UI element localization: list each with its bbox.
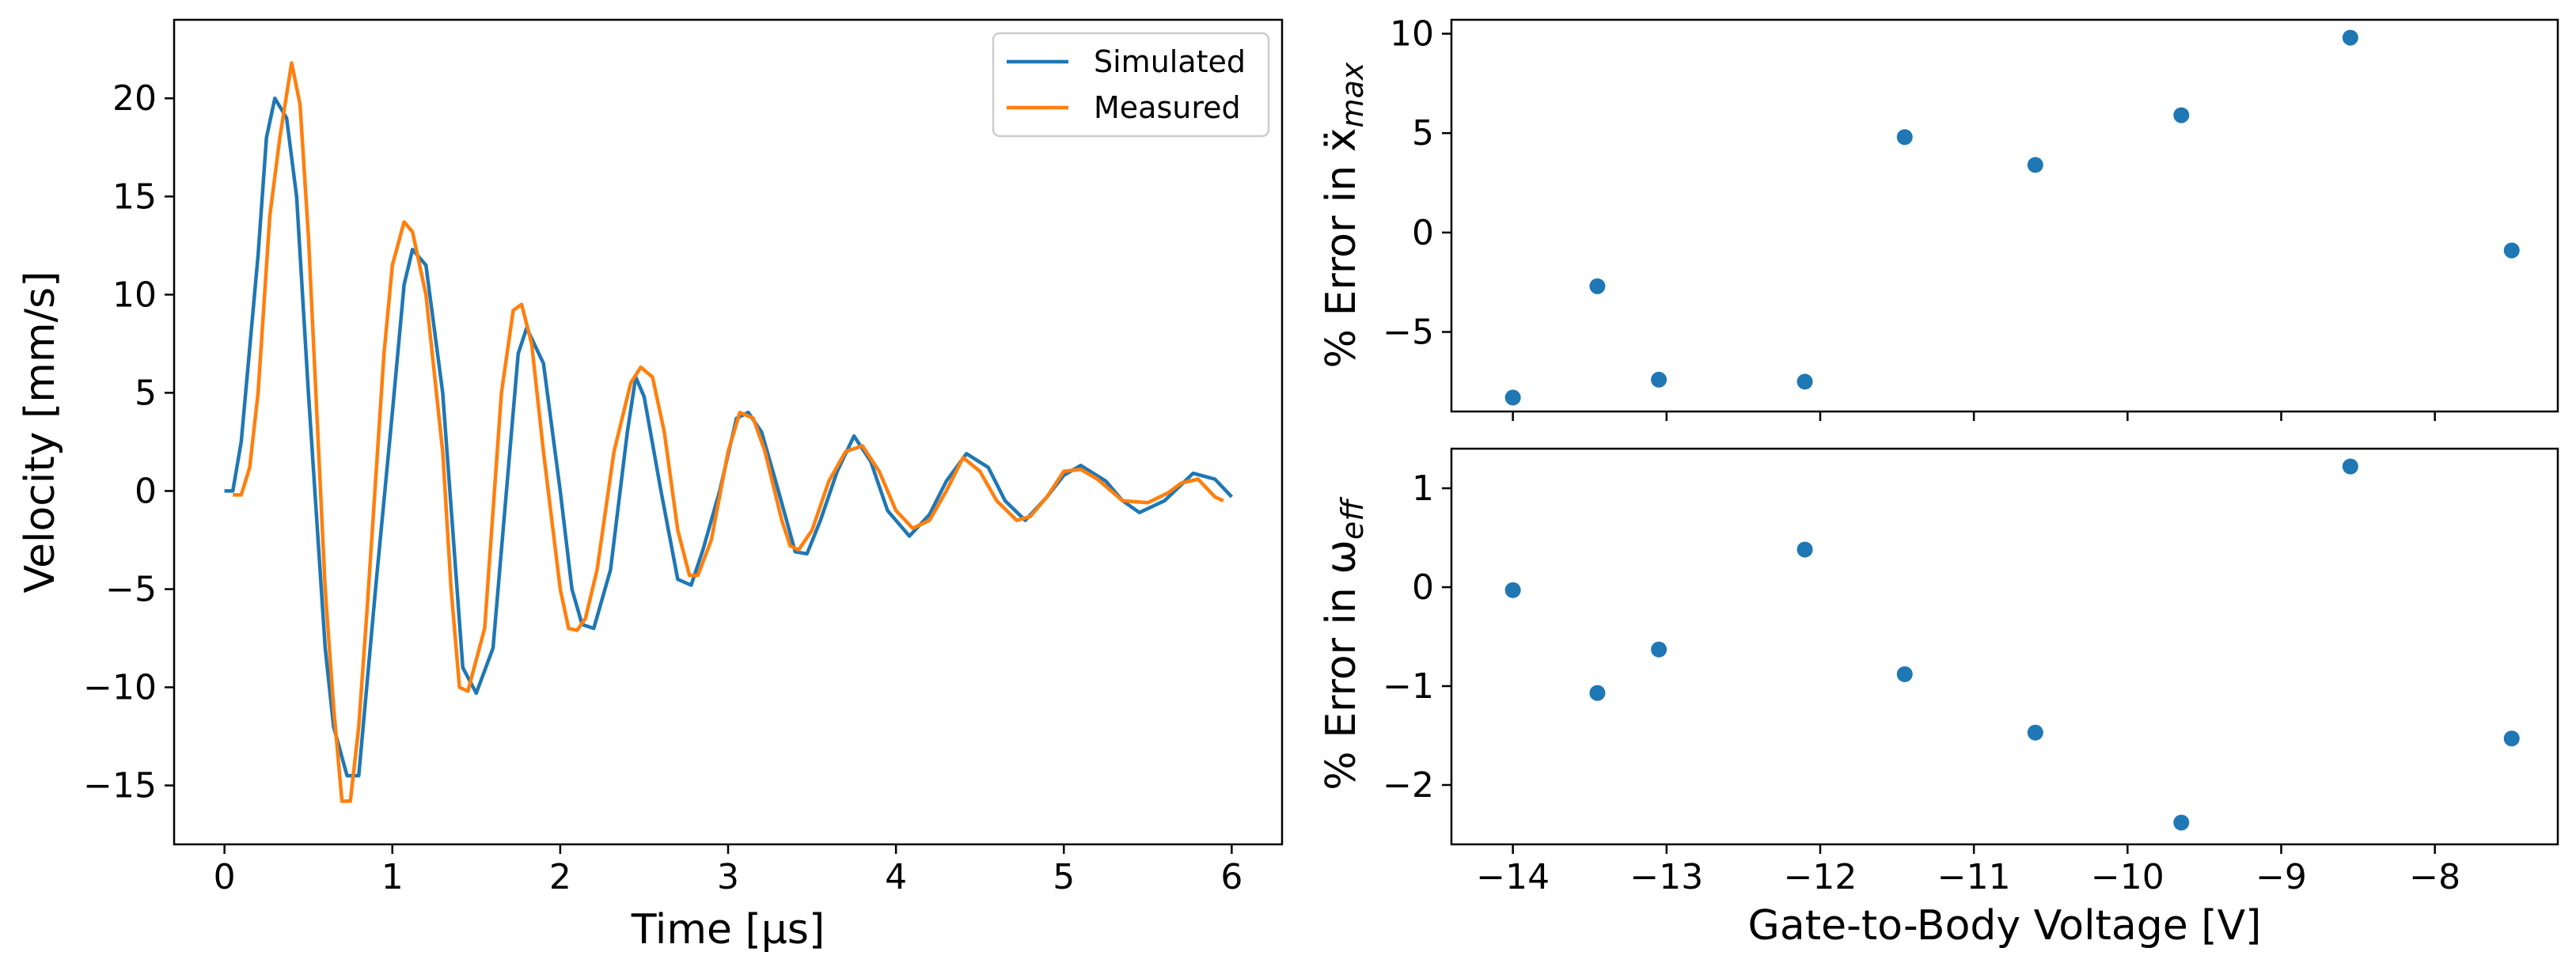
bottom-right-x-tick-label: −13 (1629, 857, 1703, 897)
left-y-tick-label: 15 (112, 176, 157, 217)
top-right-y-tick-label: 5 (1412, 113, 1434, 154)
top-right-data-point (1651, 371, 1667, 388)
top-right-plot-frame (1450, 18, 2559, 413)
bottom-right-data-point (1589, 684, 1606, 701)
bottom-right-data-point (1504, 582, 1521, 598)
bottom-right-data-point (2027, 724, 2043, 741)
bottom-right-x-tick-label: −8 (2409, 857, 2460, 897)
legend-label-measured: Measured (1094, 90, 1241, 125)
acceleration-error-chart: −5 0 5 10 % Error in ẍmax (1318, 14, 2559, 421)
bottom-right-y-tick-label: −1 (1383, 666, 1434, 707)
bottom-right-y-tick-label: 0 (1412, 567, 1434, 608)
bottom-right-data-point (1796, 541, 1813, 558)
left-y-tick-label: 0 (135, 471, 157, 511)
top-right-data-point (2173, 107, 2190, 123)
bottom-right-x-tick-label: −14 (1476, 857, 1550, 897)
legend: Simulated Measured (992, 32, 1270, 138)
left-y-tick-label: −15 (83, 766, 157, 806)
bottom-right-plot-frame (1450, 447, 2559, 846)
series-line-simulated (224, 96, 1234, 778)
top-right-y-tick-label: 10 (1390, 14, 1434, 55)
left-x-axis-label: Time [μs] (631, 906, 825, 954)
bottom-right-x-tick-label: −9 (2255, 857, 2307, 897)
bottom-right-x-tick-label: −12 (1784, 857, 1857, 897)
left-plot-frame (173, 18, 1284, 846)
bottom-right-y-axis-label: % Error in ωeff (1318, 497, 1370, 791)
top-right-y-tick-label: 0 (1412, 213, 1434, 253)
velocity-chart: 0 1 2 3 4 5 6 −15 −10 −5 0 5 10 15 20 Simulated Measur… (17, 18, 1284, 954)
bottom-right-x-tick-label: −10 (2091, 857, 2164, 897)
bottom-right-x-axis-label: Gate-to-Body Voltage [V] (1748, 902, 2262, 950)
top-right-y-tick-label: −5 (1383, 312, 1434, 352)
left-y-tick-label: −10 (83, 668, 157, 708)
bottom-right-data-point (2173, 814, 2190, 831)
top-right-data-point (1796, 374, 1813, 390)
left-y-tick-label: 20 (112, 78, 157, 119)
top-right-data-point (2027, 157, 2043, 173)
top-right-data-point (1896, 129, 1913, 146)
bottom-right-data-point (2503, 730, 2520, 747)
top-right-data-point (1589, 278, 1606, 294)
left-y-axis-label: Velocity [mm/s] (17, 271, 64, 593)
left-y-tick-label: 10 (112, 275, 157, 315)
legend-label-simulated: Simulated (1094, 44, 1246, 79)
left-x-tick-label: 3 (717, 857, 739, 897)
series-line-measured (233, 61, 1224, 803)
top-right-y-axis-label: % Error in ẍmax (1318, 62, 1370, 368)
left-y-tick-label: 5 (135, 373, 157, 413)
legend-box (992, 32, 1270, 138)
bottom-right-x-tick-label: −11 (1937, 857, 2011, 897)
top-right-data-point (2342, 29, 2358, 46)
bottom-right-data-point (1896, 666, 1913, 682)
left-x-tick-label: 5 (1053, 857, 1075, 897)
bottom-right-y-tick-label: 1 (1412, 468, 1434, 509)
frequency-error-chart: −14 −13 −12 −11 −10 −9 −8−2−101 Gate-to-Body V… (1318, 447, 2559, 950)
left-x-tick-label: 4 (885, 857, 907, 897)
left-y-tick-label: −5 (105, 569, 157, 609)
top-right-data-point (1504, 389, 1521, 406)
left-x-tick-label: 0 (214, 857, 236, 897)
left-x-tick-label: 2 (549, 857, 571, 897)
top-right-data-point (2503, 242, 2520, 259)
left-x-tick-label: 6 (1220, 857, 1242, 897)
left-x-tick-label: 1 (381, 857, 404, 897)
bottom-right-data-point (1651, 641, 1667, 658)
bottom-right-data-point (2342, 458, 2358, 475)
bottom-right-y-tick-label: −2 (1383, 765, 1434, 806)
